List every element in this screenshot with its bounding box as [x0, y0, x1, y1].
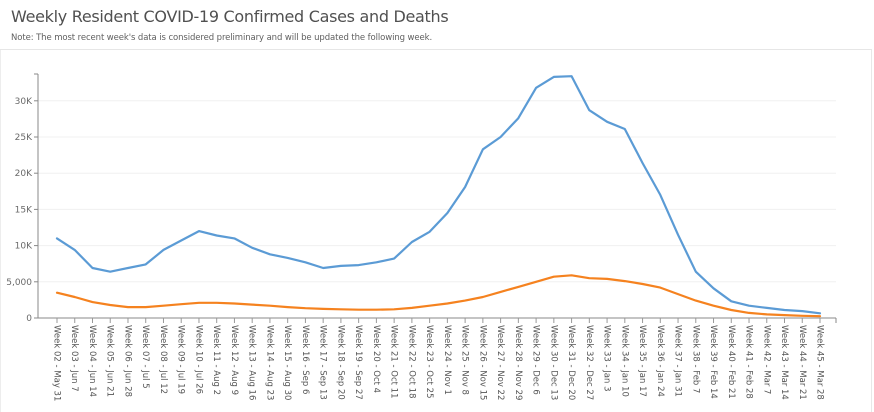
- chart-header: Weekly Resident COVID-19 Confirmed Cases…: [0, 0, 872, 50]
- x-tick-label: Week 04 - Jun 14: [87, 325, 97, 397]
- x-tick-label: Week 34 - Jan 10: [619, 325, 629, 397]
- x-tick-label: Week 24 - Nov 1: [442, 325, 452, 395]
- y-tick-label: 5,000: [6, 278, 32, 288]
- x-tick-label: Week 45 - Mar 28: [815, 325, 825, 400]
- x-tick-label: Week 02 - May 31: [52, 325, 62, 401]
- x-tick-label: Week 12 - Aug 9: [229, 325, 239, 395]
- x-tick-label: Week 30 - Dec 13: [548, 325, 558, 400]
- x-tick-label: Week 37 - Jan 31: [673, 325, 683, 397]
- y-tick-label: 30K: [15, 97, 33, 107]
- y-tick-label: 15K: [15, 205, 33, 215]
- x-tick-label: Week 41 - Feb 28: [744, 325, 754, 399]
- x-tick-label: Week 20 - Oct 4: [371, 325, 381, 393]
- y-tick-label: 20K: [15, 169, 33, 179]
- x-tick-label: Week 23 - Oct 25: [424, 325, 434, 399]
- y-tick-label: 10K: [15, 242, 33, 252]
- x-tick-label: Week 21 - Oct 11: [389, 325, 399, 399]
- x-axis-ticks: Week 02 - May 31 Week 03 - Jun 7 Week 04 -…: [52, 318, 825, 401]
- chart-note: Note: The most recent week's data is con…: [11, 33, 433, 43]
- y-tick-label: 25K: [15, 133, 33, 143]
- x-tick-label: Week 03 - Jun 7: [69, 325, 79, 392]
- y-tick-label: 0: [26, 314, 32, 324]
- x-tick-label: Week 06 - Jun 28: [122, 325, 132, 397]
- y-axis-ticks: 0 5,000 10K 15K 20K 25K 30K: [6, 97, 38, 324]
- x-tick-label: Week 17 - Sep 13: [318, 325, 328, 400]
- x-tick-label: Week 29 - Dec 6: [531, 325, 541, 395]
- x-tick-label: Week 18 - Sep 20: [335, 325, 345, 400]
- series-line-deaths: [55, 274, 822, 318]
- x-tick-label: Week 44 - Mar 21: [797, 325, 807, 400]
- chart-panel: [0, 50, 872, 412]
- x-tick-label: Week 16 - Sep 6: [300, 325, 310, 394]
- axes: [34, 73, 837, 323]
- x-tick-label: Week 31 - Dec 20: [566, 325, 576, 400]
- x-tick-label: Week 19 - Sep 27: [353, 325, 363, 400]
- x-tick-label: Week 27 - Nov 22: [495, 325, 505, 400]
- x-tick-label: Week 15 - Aug 30: [282, 325, 292, 400]
- x-tick-label: Week 09 - Jul 19: [176, 325, 186, 394]
- chart-title: Weekly Resident COVID-19 Confirmed Cases…: [11, 7, 449, 26]
- x-tick-label: Week 42 - Mar 7: [761, 325, 771, 394]
- x-tick-label: Week 28 - Nov 29: [513, 325, 523, 400]
- x-tick-label: Week 08 - Jul 12: [158, 325, 168, 394]
- x-tick-label: Week 38 - Feb 7: [690, 325, 700, 393]
- x-tick-label: Week 33 - Jan 3: [602, 325, 612, 392]
- series-lines: [55, 75, 822, 318]
- x-tick-label: Week 36 - Jan 24: [655, 325, 665, 397]
- x-tick-label: Week 25 - Nov 8: [460, 325, 470, 395]
- x-tick-label: Week 22 - Oct 18: [406, 325, 416, 399]
- series-line-confirmed-cases: [55, 75, 822, 315]
- x-tick-label: Week 11 - Aug 2: [211, 325, 221, 395]
- x-tick-label: Week 40 - Feb 21: [726, 325, 736, 399]
- x-tick-label: Week 14 - Aug 23: [264, 325, 274, 400]
- x-tick-label: Week 10 - Jul 26: [193, 325, 203, 394]
- x-tick-label: Week 07 - Jul 5: [140, 325, 150, 389]
- x-tick-label: Week 13 - Aug 16: [247, 325, 257, 400]
- x-tick-label: Week 39 - Feb 14: [708, 325, 718, 399]
- x-tick-label: Week 43 - Mar 14: [779, 325, 789, 400]
- x-tick-label: Week 32 - Dec 27: [584, 325, 594, 400]
- x-tick-label: Week 05 - Jun 21: [105, 325, 115, 397]
- x-tick-label: Week 26 - Nov 15: [477, 325, 487, 400]
- x-tick-label: Week 35 - Jan 17: [637, 325, 647, 397]
